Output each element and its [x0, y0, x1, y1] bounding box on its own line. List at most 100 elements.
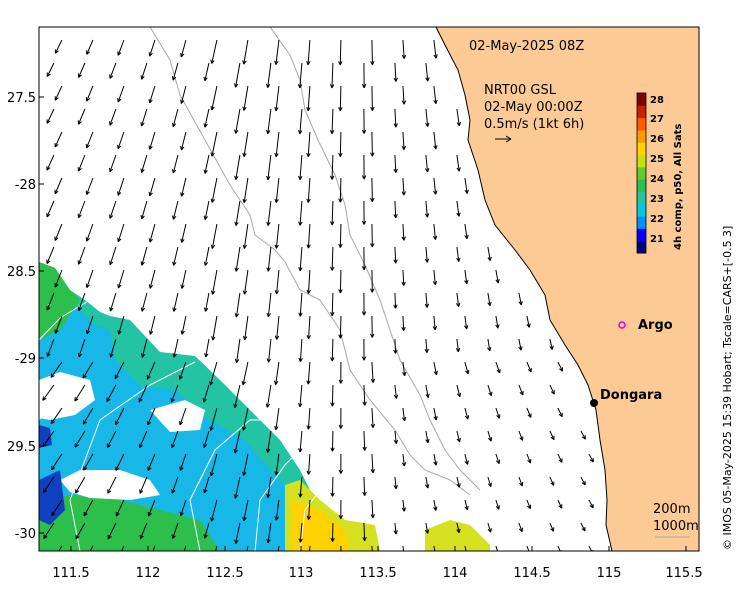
current-vector	[236, 338, 241, 363]
current-vector-head	[401, 416, 407, 422]
current-vector-head	[519, 481, 524, 487]
current-vector-head	[180, 52, 185, 58]
current-vector-head	[487, 437, 493, 442]
current-vector-head	[274, 106, 279, 112]
current-vector	[173, 292, 179, 312]
current-vector	[549, 522, 555, 532]
current-vector	[117, 131, 125, 149]
current-vector	[149, 177, 156, 197]
current-vector	[171, 430, 179, 448]
current-vector	[549, 476, 555, 486]
current-vector-head	[117, 191, 122, 196]
current-vector-head	[338, 243, 343, 248]
legend-200m: 200m	[653, 502, 690, 517]
current-vector	[204, 522, 210, 539]
current-vector	[234, 430, 241, 454]
current-vector-head	[424, 213, 430, 218]
current-vector-head	[243, 562, 246, 566]
current-vector	[267, 62, 272, 88]
current-vector	[339, 223, 342, 248]
current-vector	[275, 499, 280, 521]
current-vector	[557, 545, 561, 551]
current-vector-head	[361, 266, 367, 271]
current-vector	[115, 499, 125, 517]
current-vector-head	[51, 511, 56, 517]
current-vector-head	[549, 345, 554, 350]
current-vector	[487, 246, 491, 261]
current-vector-head	[172, 215, 177, 220]
current-vector	[464, 361, 469, 374]
current-vector	[212, 315, 218, 341]
current-vector	[495, 453, 500, 464]
current-vector	[495, 499, 500, 510]
current-vector-head	[425, 77, 430, 82]
current-vector-head	[54, 189, 59, 195]
current-vector	[149, 223, 156, 243]
current-vector-head	[401, 507, 407, 512]
current-vector-head	[203, 215, 208, 220]
current-vector-head	[425, 393, 430, 398]
current-vector	[139, 522, 148, 540]
current-vector	[339, 131, 342, 157]
current-vector-head	[85, 283, 90, 289]
current-vector	[363, 476, 366, 496]
current-vector-head	[487, 347, 492, 352]
current-vector	[495, 545, 498, 551]
current-vector	[580, 522, 586, 532]
current-vector-head	[74, 397, 79, 402]
current-vector-head	[83, 466, 88, 471]
current-vector-head	[234, 175, 239, 180]
current-vector-head	[432, 280, 438, 286]
current-vector-head	[298, 538, 303, 543]
current-vector	[267, 430, 272, 453]
bathymetry-contours	[149, 27, 481, 496]
current-vector-head	[456, 121, 462, 127]
current-vector-head	[46, 72, 51, 77]
current-vector	[235, 62, 241, 88]
y-tick-label: 28.5	[7, 265, 36, 280]
current-vector-head	[82, 374, 87, 379]
current-vector-head	[370, 106, 375, 111]
current-vector	[402, 269, 405, 286]
current-vector-head	[424, 258, 430, 263]
current-vector	[74, 430, 86, 448]
current-vector-head	[266, 221, 271, 226]
current-vector-head	[550, 527, 555, 532]
current-vector	[307, 361, 311, 385]
current-vector	[402, 407, 406, 421]
current-vector	[234, 476, 241, 499]
current-vector-head	[329, 175, 335, 180]
current-vector	[78, 246, 86, 265]
current-vector	[371, 85, 373, 111]
current-vector-head	[393, 530, 398, 535]
current-vector-head	[527, 459, 532, 464]
current-vector-head	[401, 462, 407, 467]
current-vector	[117, 269, 125, 289]
isobath-legend: 200m 1000m	[653, 502, 699, 538]
current-vector	[371, 361, 374, 383]
current-vector-head	[519, 390, 524, 396]
colorbar-tick: 26	[650, 134, 664, 145]
current-vector-head	[107, 534, 112, 540]
current-vector-head	[171, 489, 176, 494]
current-vector	[86, 131, 94, 149]
current-vector-head	[297, 83, 303, 89]
current-vector-head	[203, 123, 208, 128]
current-vector-head	[147, 512, 152, 517]
current-vector-head	[203, 169, 208, 174]
current-vector	[141, 246, 148, 266]
current-vector-head	[233, 449, 238, 454]
colorbar-tick: 24	[650, 174, 664, 185]
current-vector	[277, 545, 280, 551]
current-vector	[204, 292, 210, 312]
current-vector-head	[433, 99, 438, 104]
current-vector	[242, 361, 249, 386]
current-vector-head	[179, 466, 184, 471]
colorbar-segment	[637, 154, 646, 168]
current-vector-head	[274, 244, 279, 249]
current-vector	[107, 522, 117, 540]
current-vector-head	[496, 368, 501, 374]
current-vector-head	[401, 54, 407, 59]
current-vector	[425, 384, 429, 398]
